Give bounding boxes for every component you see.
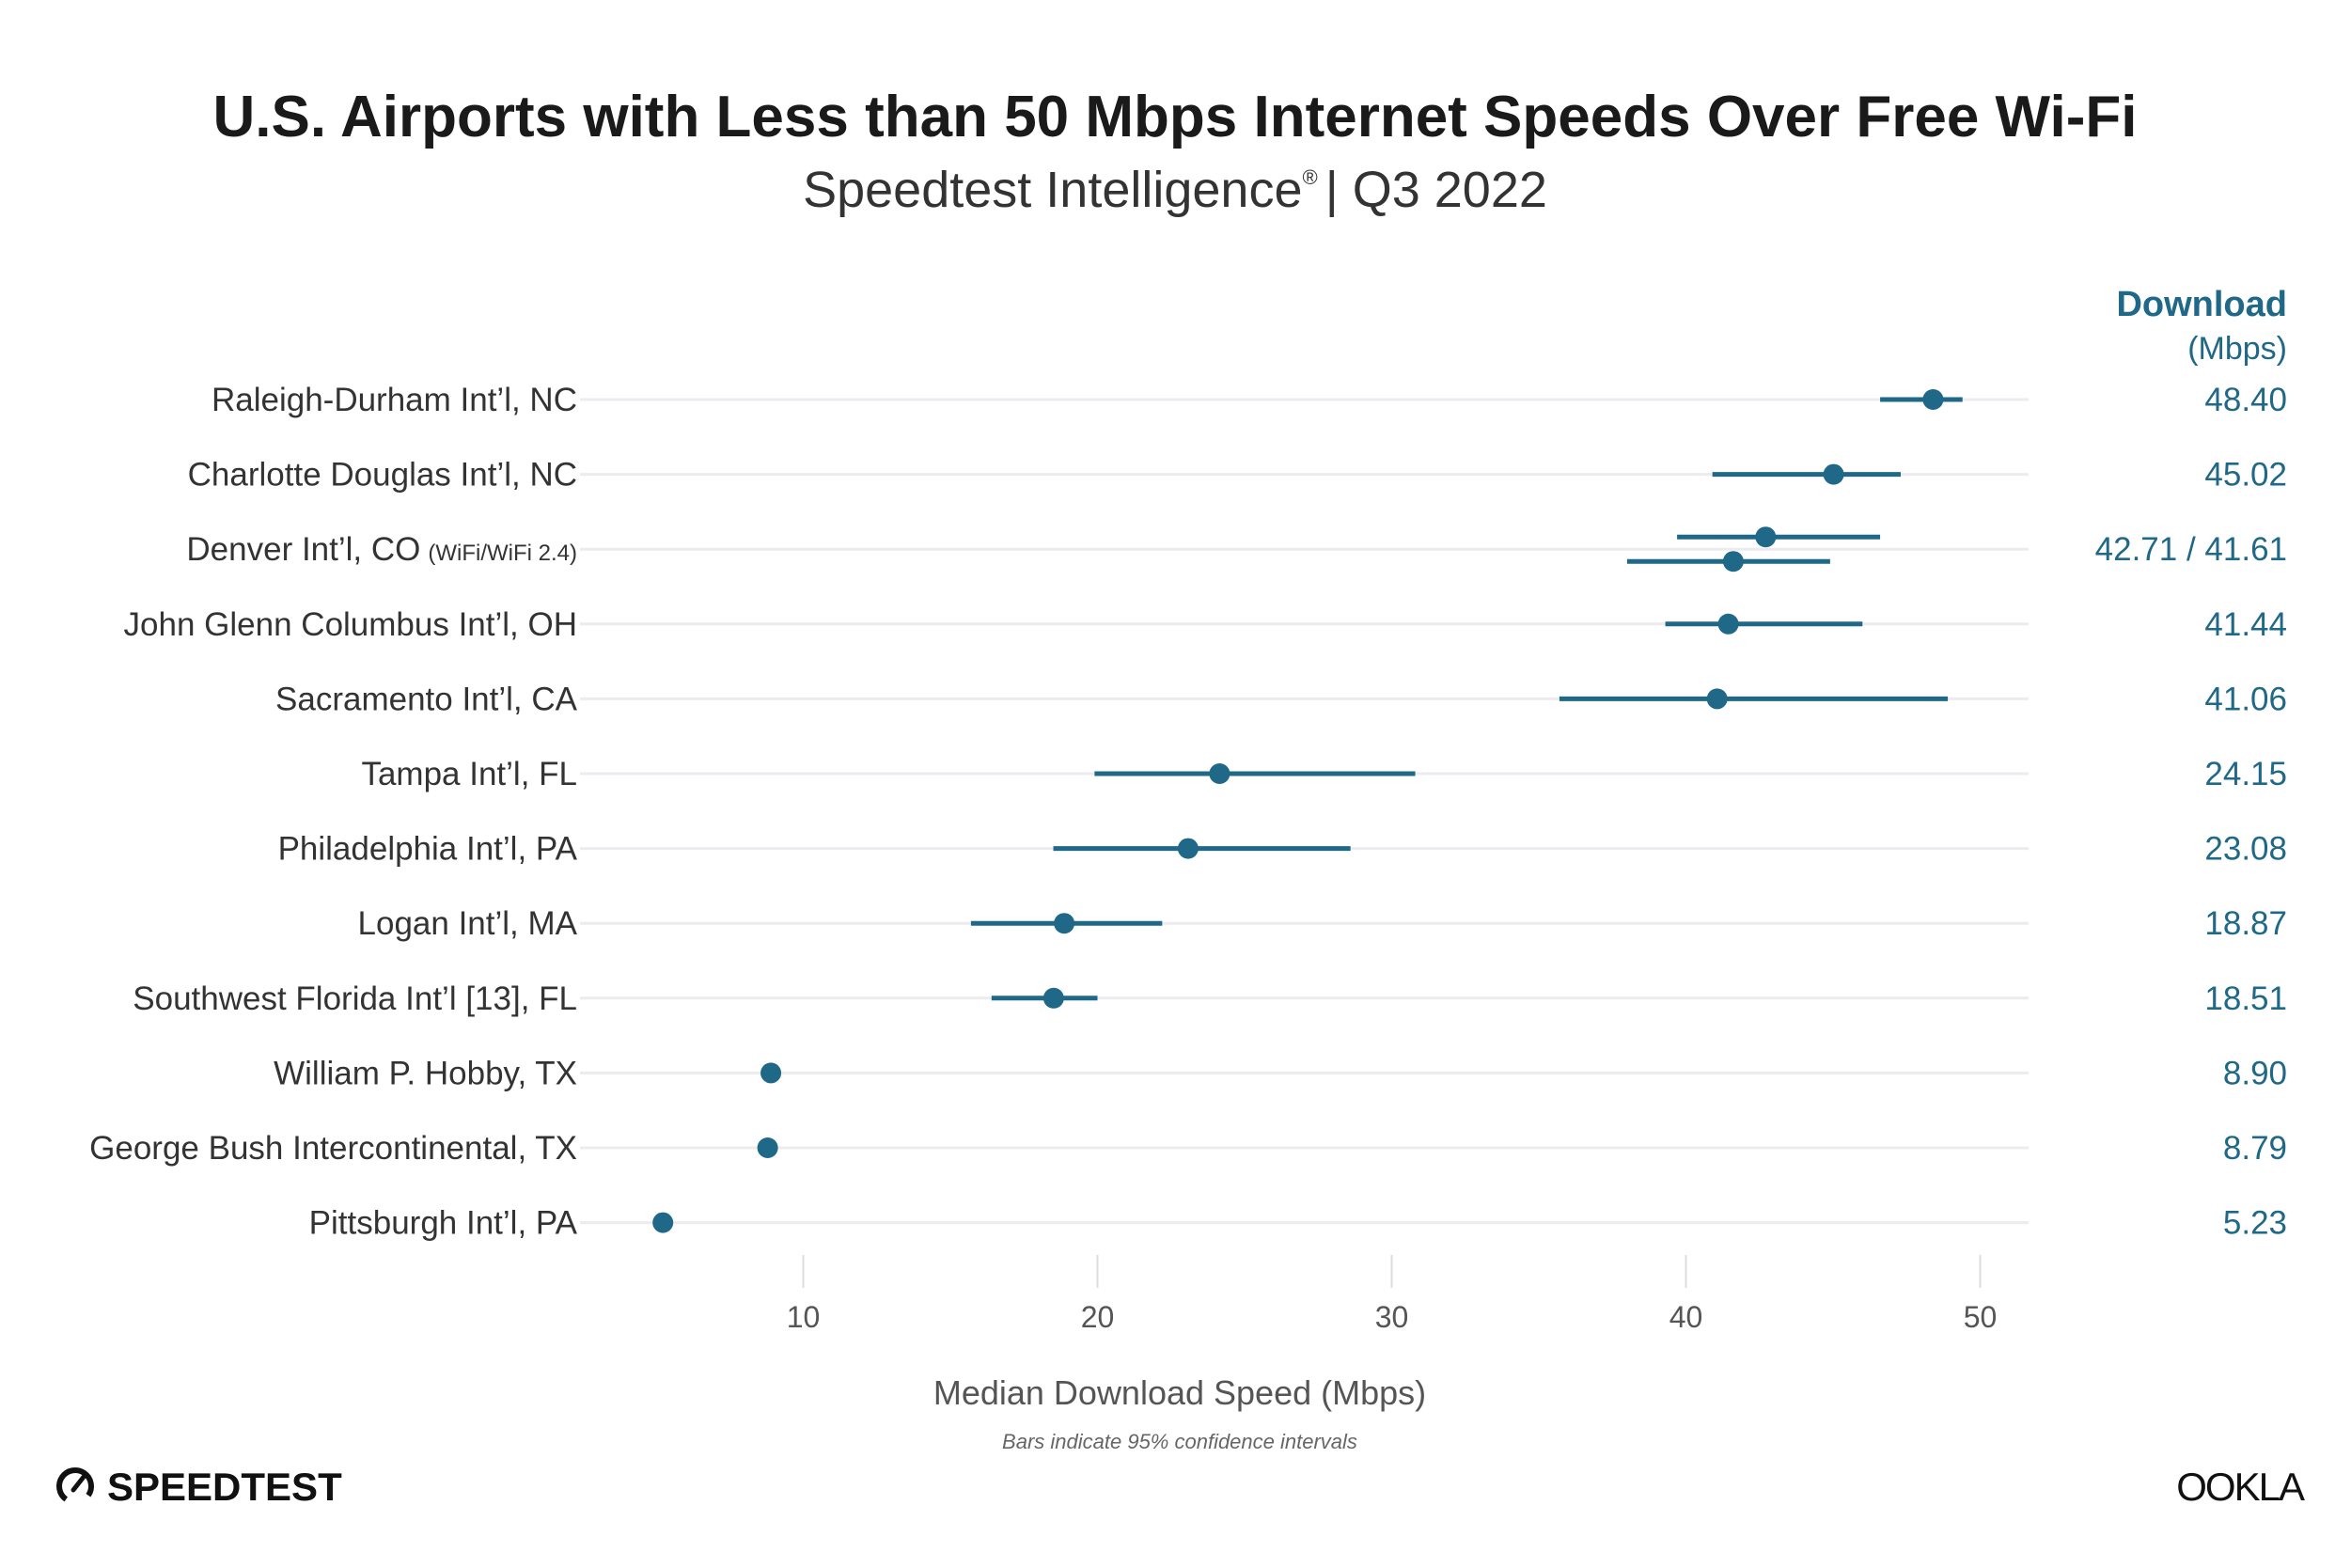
median-point [1717,613,1739,635]
airport-name: George Bush Intercontinental, TX [89,1130,577,1167]
value-label: 5.23 [2223,1205,2287,1242]
value-label: 8.90 [2223,1055,2287,1091]
speedtest-wordmark: SPEEDTEST [107,1465,342,1509]
median-point [1177,838,1199,859]
x-axis-title: Median Download Speed (Mbps) [933,1373,1426,1412]
median-point [1706,688,1728,710]
airport-label: Sacramento Int’l, CA [275,681,578,717]
airport-label: John Glenn Columbus Int’l, OH [124,606,577,643]
airport-label: Pittsburgh Int’l, PA [309,1205,578,1242]
value-label: 23.08 [2204,831,2287,868]
airport-label: Logan Int’l, MA [358,905,578,942]
subtitle-period: | Q3 2022 [1325,162,1547,218]
value-label: 24.15 [2204,756,2287,792]
value-label: 8.79 [2223,1130,2287,1167]
median-point [1209,763,1230,784]
value-label: 42.71 / 41.61 [2095,531,2287,568]
chart-title: U.S. Airports with Less than 50 Mbps Int… [213,85,2138,149]
airport-name: Southwest Florida Int’l [13], FL [133,980,577,1017]
airport-name: Raleigh-Durham Int’l, NC [212,382,577,418]
x-tick-label: 50 [1964,1300,1998,1334]
airport-label: Raleigh-Durham Int’l, NC [212,382,577,418]
airport-label: Denver Int’l, CO (WiFi/WiFi 2.4) [186,531,577,568]
median-point [757,1137,778,1158]
ookla-logo: OOKLA [2176,1465,2305,1509]
x-tick-label: 40 [1669,1300,1703,1334]
airport-label: Southwest Florida Int’l [13], FL [133,980,577,1017]
airport-name: Logan Int’l, MA [358,905,578,942]
airport-name: Tampa Int’l, FL [361,756,577,792]
airport-label: William P. Hobby, TX [274,1055,577,1091]
speedometer-needle-icon [71,1474,86,1493]
median-point [652,1212,674,1233]
speedtest-logo: SPEEDTEST [56,1465,342,1509]
median-point [1755,526,1777,548]
chart-note: Bars indicate 95% confidence intervals [1002,1430,1357,1453]
value-column-unit: (Mbps) [2187,331,2287,367]
median-point [1823,463,1844,485]
subtitle-registered-mark: ® [1302,165,1317,189]
x-tick-label: 10 [787,1300,821,1334]
airport-label-suffix: (WiFi/WiFi 2.4) [428,541,577,566]
value-label: 41.06 [2204,681,2287,717]
airport-label: Charlotte Douglas Int’l, NC [188,457,577,494]
value-column-header: Download [2116,285,2287,324]
value-label: 45.02 [2204,457,2287,494]
airport-label: George Bush Intercontinental, TX [89,1130,577,1167]
median-point [1042,987,1064,1009]
airport-name: John Glenn Columbus Int’l, OH [124,606,577,643]
airport-label: Philadelphia Int’l, PA [278,831,578,868]
median-point [1722,551,1744,572]
subtitle-main: Speedtest Intelligence [803,162,1302,218]
airport-name: Denver Int’l, CO [186,531,420,568]
median-point [1054,913,1075,934]
x-tick-label: 20 [1081,1300,1115,1334]
value-label: 18.87 [2204,905,2287,942]
airport-name: Philadelphia Int’l, PA [278,831,578,868]
median-point [760,1062,782,1084]
airport-name: Charlotte Douglas Int’l, NC [188,457,577,494]
airport-label: Tampa Int’l, FL [361,756,577,792]
airport-name: Pittsburgh Int’l, PA [309,1205,578,1242]
value-label: 48.40 [2204,382,2287,418]
x-tick-label: 30 [1375,1300,1409,1334]
chart-subtitle: Speedtest Intelligence® | Q3 2022 [803,162,1547,218]
airport-name: Sacramento Int’l, CA [275,681,578,717]
median-point [1922,389,1944,410]
value-label: 18.51 [2204,980,2287,1017]
airport-name: William P. Hobby, TX [274,1055,577,1091]
value-label: 41.44 [2204,606,2287,643]
speedometer-icon [56,1467,94,1506]
